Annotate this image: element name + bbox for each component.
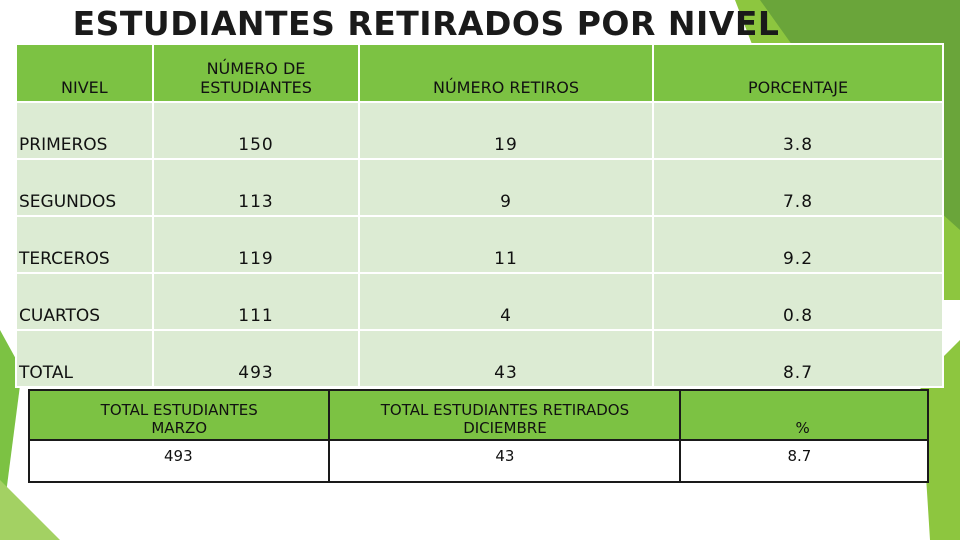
header-nivel: NIVEL: [15, 43, 154, 103]
cell-porcentaje: 3.8: [652, 101, 944, 160]
table-header-row: NIVEL NÚMERO DE ESTUDIANTES NÚMERO RETIR…: [15, 43, 944, 103]
cell-retiros: 11: [358, 215, 654, 274]
summary-header-retirados-diciembre: TOTAL ESTUDIANTES RETIRADOS DICIEMBRE: [328, 389, 682, 441]
summary-header-total-marzo-line2: MARZO: [151, 419, 208, 437]
cell-porcentaje: 0.8: [652, 272, 944, 331]
cell-nivel: CUARTOS: [15, 272, 154, 331]
summary-header-total-marzo-line1: TOTAL ESTUDIANTES: [100, 401, 258, 419]
table-row: CUARTOS 111 4 0.8: [15, 272, 944, 331]
cell-estudiantes: 113: [152, 158, 360, 217]
cell-porcentaje: 7.8: [652, 158, 944, 217]
cell-retiros: 43: [358, 329, 654, 388]
summary-percent-value: 8.7: [679, 439, 929, 483]
table-row: SEGUNDOS 113 9 7.8: [15, 158, 944, 217]
cell-porcentaje: 8.7: [652, 329, 944, 388]
summary-table: TOTAL ESTUDIANTES MARZO TOTAL ESTUDIANTE…: [27, 389, 929, 483]
page-title: ESTUDIANTES RETIRADOS POR NIVEL: [72, 4, 780, 43]
cell-estudiantes: 150: [152, 101, 360, 160]
cell-retiros: 19: [358, 101, 654, 160]
cell-nivel: PRIMEROS: [15, 101, 154, 160]
cell-retiros: 9: [358, 158, 654, 217]
summary-header-retirados-line1: TOTAL ESTUDIANTES RETIRADOS: [380, 401, 630, 419]
header-numero-estudiantes-line1: NÚMERO DE: [206, 59, 306, 78]
summary-total-marzo-value: 493: [27, 439, 331, 483]
summary-header-total-marzo: TOTAL ESTUDIANTES MARZO: [27, 389, 331, 441]
header-numero-estudiantes: NÚMERO DE ESTUDIANTES: [152, 43, 360, 103]
header-numero-estudiantes-line2: ESTUDIANTES: [200, 78, 312, 97]
cell-estudiantes: 111: [152, 272, 360, 331]
summary-header-row: TOTAL ESTUDIANTES MARZO TOTAL ESTUDIANTE…: [27, 389, 929, 441]
header-porcentaje: PORCENTAJE: [652, 43, 944, 103]
cell-nivel: SEGUNDOS: [15, 158, 154, 217]
cell-estudiantes: 493: [152, 329, 360, 388]
students-by-level-table: NIVEL NÚMERO DE ESTUDIANTES NÚMERO RETIR…: [15, 43, 944, 388]
cell-nivel: TERCEROS: [15, 215, 154, 274]
summary-value-row: 493 43 8.7: [27, 439, 929, 483]
cell-nivel: TOTAL: [15, 329, 154, 388]
summary-retirados-value: 43: [328, 439, 682, 483]
bottom-left-green-stripe: [0, 480, 60, 540]
cell-estudiantes: 119: [152, 215, 360, 274]
summary-header-percent: %: [679, 389, 929, 441]
summary-header-retirados-line2: DICIEMBRE: [463, 419, 547, 437]
cell-retiros: 4: [358, 272, 654, 331]
table-row: TERCEROS 119 11 9.2: [15, 215, 944, 274]
table-row: PRIMEROS 150 19 3.8: [15, 101, 944, 160]
cell-porcentaje: 9.2: [652, 215, 944, 274]
header-numero-retiros: NÚMERO RETIROS: [358, 43, 654, 103]
table-row-total: TOTAL 493 43 8.7: [15, 329, 944, 388]
right-green-sliver: [920, 340, 960, 540]
